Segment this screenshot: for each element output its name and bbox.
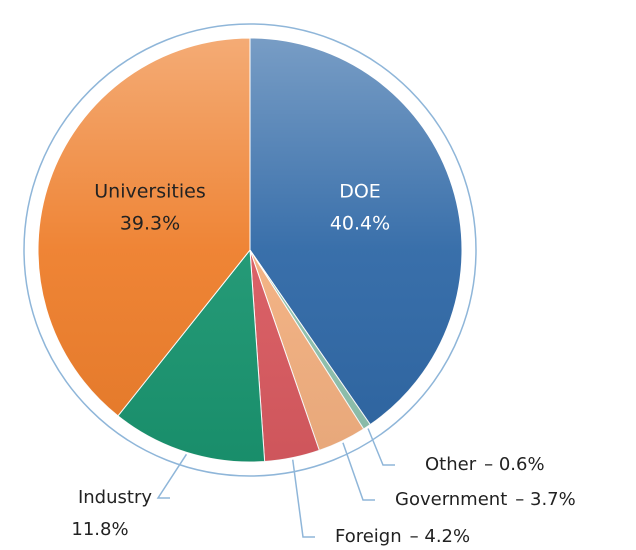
leader-line <box>291 459 315 538</box>
slice-label: Foreign – 4.2% <box>335 526 470 547</box>
slices <box>37 37 463 463</box>
category-name: Government <box>395 489 507 510</box>
slice-label: Other – 0.6% <box>425 454 545 475</box>
slice-label: DOE <box>339 181 381 203</box>
leader-line <box>367 428 395 466</box>
value-label: 11.8% <box>71 519 128 540</box>
category-name: Other <box>425 454 477 475</box>
outer-ring <box>23 23 477 477</box>
leader-line <box>156 453 188 499</box>
slice-label: Industry <box>78 487 152 508</box>
value-label: 40.4% <box>330 213 390 235</box>
leader-line <box>342 442 375 501</box>
value-label: – 4.2% <box>410 526 470 547</box>
slice-label: Government – 3.7% <box>395 489 576 510</box>
slice-label: Universities <box>94 181 205 203</box>
value-label: – 3.7% <box>515 489 575 510</box>
category-name: Foreign <box>335 526 402 547</box>
value-label: 39.3% <box>120 213 180 235</box>
labels: DOE 40.4% Other – 0.6% Government – 3.7% Forei… <box>71 181 575 548</box>
value-label: – 0.6% <box>484 454 544 475</box>
